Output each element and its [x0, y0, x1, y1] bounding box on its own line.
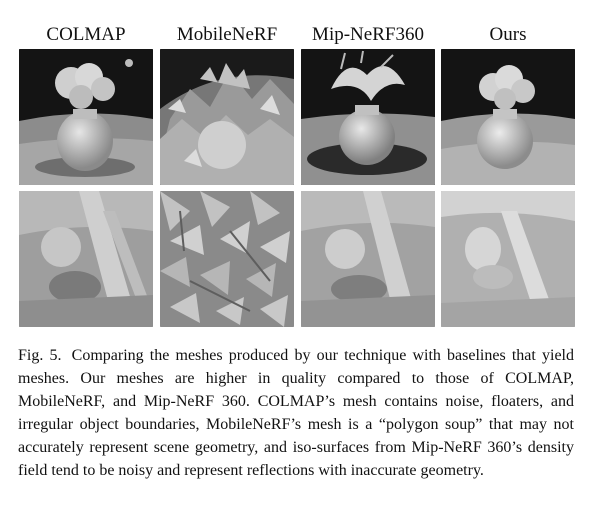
column-header-mobilenerf: MobileNeRF: [160, 24, 294, 46]
render-ours-closeup: [441, 191, 575, 327]
caption-text: Comparing the meshes produced by our tec…: [18, 347, 574, 479]
caption-label: Fig. 5.: [18, 347, 62, 364]
render-ours-vase: [441, 49, 575, 185]
render-mipnerf360-vase: [301, 49, 435, 185]
render-mobilenerf-closeup: [160, 191, 294, 327]
column-header-ours: Ours: [441, 24, 575, 46]
render-colmap-vase: [19, 49, 153, 185]
render-mobilenerf-vase: [160, 49, 294, 185]
render-colmap-closeup: [19, 191, 153, 327]
column-header-mipnerf360: Mip-NeRF360: [301, 24, 435, 46]
render-mipnerf360-closeup: [301, 191, 435, 327]
column-header-colmap: COLMAP: [19, 24, 153, 46]
figure-caption: Fig. 5. Comparing the meshes produced by…: [18, 344, 574, 482]
